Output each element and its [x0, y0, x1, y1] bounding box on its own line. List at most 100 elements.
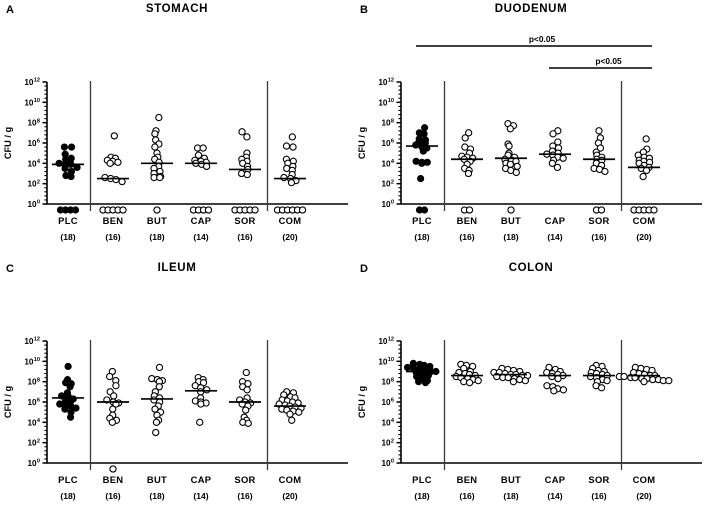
data-point-open: [242, 368, 250, 377]
data-point-open: [286, 410, 294, 418]
y-axis-tick-exponent: 12: [388, 78, 394, 84]
data-point-open: [474, 377, 482, 385]
y-axis-tick-label: 100: [27, 200, 40, 209]
data-point-open: [243, 170, 251, 179]
data-point-open: [153, 206, 161, 214]
y-axis-tick-label: 108: [27, 118, 40, 127]
panel-title-duodenum: DUODENUM: [494, 3, 568, 15]
data-point-open: [642, 166, 651, 175]
x-axis-group-count: (14): [547, 491, 562, 501]
x-axis-group-label: PLC: [412, 474, 432, 485]
data-point-open: [642, 135, 650, 143]
data-point-open: [108, 418, 116, 426]
data-point-filled: [67, 172, 75, 181]
data-point-open: [287, 178, 296, 187]
data-point-open: [199, 144, 207, 152]
x-axis-group-label: SOR: [588, 215, 609, 226]
data-point-open: [506, 125, 514, 133]
data-point-open: [203, 386, 211, 394]
x-axis-group-label: SOR: [588, 474, 609, 485]
y-axis-tick-exponent: 0: [37, 200, 40, 206]
x-axis-group-label: BEN: [103, 215, 124, 226]
x-axis-group-label: PLC: [58, 474, 78, 485]
x-axis-group-label: CAP: [191, 215, 212, 226]
data-point-open: [151, 143, 159, 151]
y-axis-tick-exponent: 12: [34, 78, 40, 84]
data-point-open: [603, 377, 611, 385]
y-axis-tick-exponent: 8: [37, 377, 40, 383]
data-point-open: [106, 159, 114, 167]
x-axis-group-label: CAP: [545, 215, 566, 226]
x-axis-group-count: (16): [237, 491, 252, 501]
data-point-open: [242, 406, 250, 414]
data-point-open: [112, 175, 120, 184]
data-point-open: [509, 378, 518, 386]
y-axis-tick-label: 106: [27, 398, 40, 407]
data-point-open: [118, 177, 126, 186]
y-axis-title: CFU / g: [357, 127, 367, 159]
data-point-filled: [71, 206, 80, 214]
x-axis-group-label: CAP: [545, 474, 566, 485]
y-axis-title: CFU / g: [3, 127, 13, 159]
data-point-open: [553, 163, 562, 172]
data-point-filled: [421, 379, 430, 387]
y-axis-tick-exponent: 0: [391, 200, 394, 206]
data-point-filled: [66, 413, 75, 421]
data-point-open: [515, 375, 524, 384]
data-point-open: [521, 377, 530, 385]
y-axis-tick-label: 102: [381, 179, 394, 188]
panel-letter-a: A: [6, 4, 15, 16]
y-axis-tick-exponent: 6: [37, 398, 40, 404]
x-axis-group-count: (18): [503, 491, 518, 501]
y-axis-tick-label: 1012: [24, 337, 40, 346]
x-axis-group-label: SOR: [234, 215, 255, 226]
y-axis-tick-exponent: 10: [388, 357, 394, 363]
data-point-filled: [415, 378, 423, 386]
data-point-open: [152, 418, 161, 426]
y-axis-tick-exponent: 2: [391, 438, 394, 444]
data-point-open: [204, 206, 213, 214]
data-point-open: [595, 127, 603, 135]
data-point-open: [197, 388, 205, 396]
data-point-filled: [418, 159, 426, 167]
x-axis-group-label: COM: [279, 474, 302, 485]
x-axis-group-count: (18): [503, 232, 518, 242]
y-axis-tick-exponent: 8: [391, 377, 394, 383]
y-axis-tick-exponent: 4: [391, 159, 395, 165]
y-axis-tick-label: 100: [381, 200, 394, 209]
data-point-open: [244, 419, 252, 427]
x-axis-group-count: (20): [282, 491, 297, 501]
data-point-open: [196, 418, 204, 426]
data-point-open: [601, 167, 609, 176]
y-axis-tick-label: 1010: [24, 357, 40, 366]
significance-label: p<0.05: [595, 56, 622, 66]
data-point-filled: [61, 405, 69, 413]
y-axis-tick-exponent: 4: [391, 418, 395, 424]
data-point-open: [549, 130, 557, 138]
x-axis-group-count: (16): [105, 491, 120, 501]
data-point-open: [559, 386, 568, 394]
data-point-open: [465, 129, 473, 137]
data-point-filled: [420, 206, 429, 214]
data-point-filled: [412, 141, 420, 149]
data-point-open: [280, 173, 288, 182]
x-axis-group-count: (16): [591, 232, 606, 242]
data-point-open: [197, 400, 205, 408]
x-axis-group-count: (18): [60, 232, 75, 242]
data-point-filled: [403, 363, 412, 372]
data-point-open: [512, 168, 520, 177]
data-point-open: [202, 162, 211, 171]
data-point-open: [151, 130, 159, 138]
data-point-open: [548, 372, 556, 381]
x-axis-group-label: SOR: [234, 474, 255, 485]
y-axis-tick-exponent: 4: [37, 159, 41, 165]
y-axis-tick-exponent: 2: [37, 179, 40, 185]
data-point-open: [243, 386, 251, 394]
data-point-filled: [417, 174, 425, 183]
y-axis-tick-exponent: 12: [34, 337, 40, 343]
y-axis-tick-exponent: 10: [388, 98, 394, 104]
data-point-open: [639, 172, 647, 181]
